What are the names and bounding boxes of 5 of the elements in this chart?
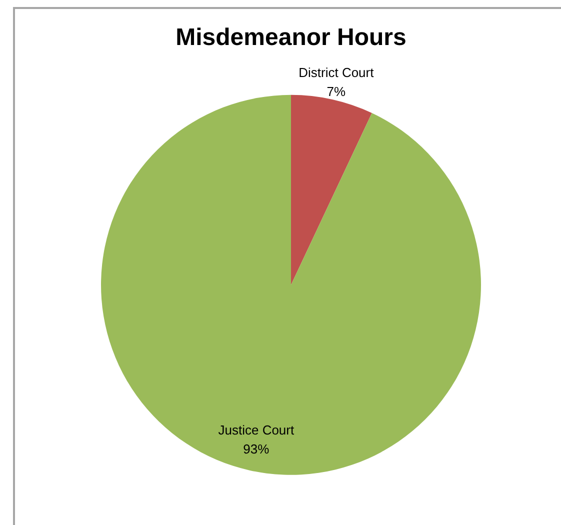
data-label: 7% xyxy=(326,84,346,99)
chart-title: Misdemeanor Hours xyxy=(176,24,406,52)
slice-label: District Court xyxy=(298,64,374,80)
data-label: 93% xyxy=(243,442,270,457)
slice-label: Justice Court xyxy=(218,422,294,438)
